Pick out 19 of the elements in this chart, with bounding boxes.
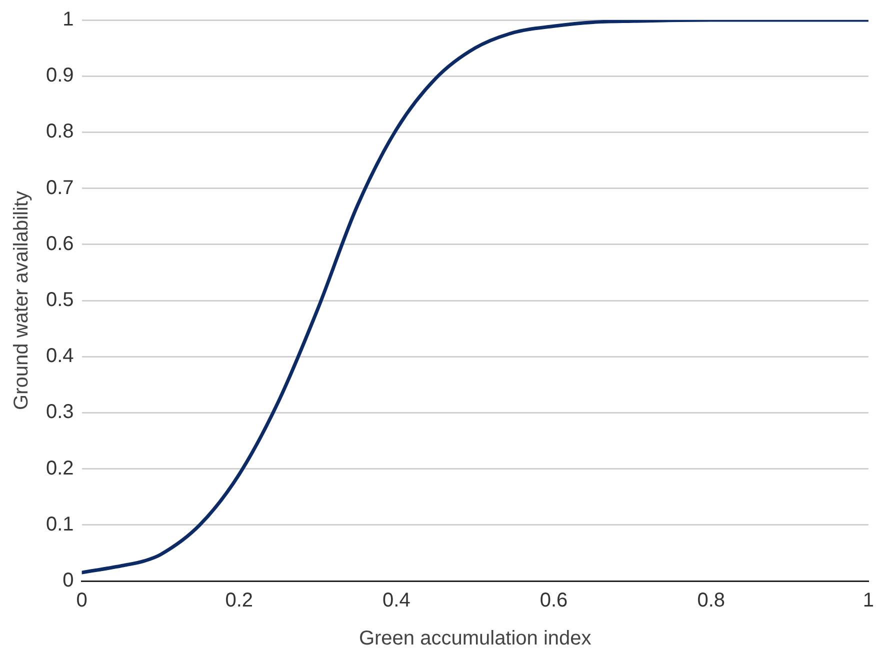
y-tick-label: 0.6 <box>46 232 74 255</box>
x-tick-label: 1 <box>862 590 874 612</box>
y-tick-label: 0.2 <box>46 457 74 480</box>
line-series <box>82 20 868 574</box>
y-tick-label: 0.5 <box>46 289 74 312</box>
x-tick-label: 0.6 <box>540 590 568 612</box>
x-tick-label: 0.4 <box>382 590 410 612</box>
x-axis-title: Green accumulation index <box>358 628 592 650</box>
y-tick-label: 0.3 <box>46 401 74 424</box>
y-tick-label: 0.7 <box>46 176 74 199</box>
y-tick-label: 0.4 <box>46 345 74 368</box>
y-tick-label: 0.8 <box>46 120 74 143</box>
y-tick-label: 0.9 <box>46 64 74 87</box>
x-tick-label: 0.2 <box>225 590 254 612</box>
y-tick-label: 0.1 <box>46 513 74 536</box>
x-tick-label: 0.8 <box>697 590 726 612</box>
y-tick-label: 1 <box>62 8 74 31</box>
y-axis-title: Ground water availability <box>10 191 33 410</box>
y-tick-label: 0 <box>62 570 74 592</box>
